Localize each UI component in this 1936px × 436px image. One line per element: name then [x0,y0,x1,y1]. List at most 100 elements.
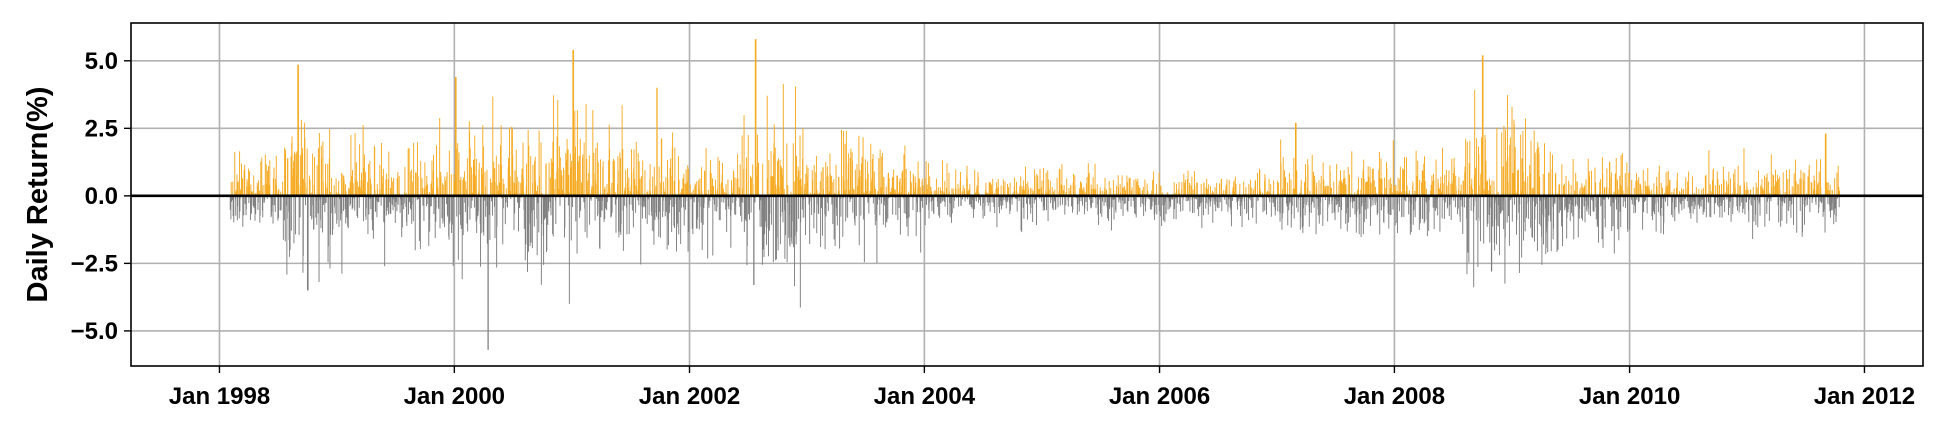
return-bar [905,168,907,196]
return-bar [896,175,898,196]
return-bar [1636,195,1638,200]
return-bar [684,183,686,196]
return-bar [867,173,869,196]
return-bar [1523,195,1525,222]
return-bar [1757,195,1759,204]
y-tick-label: 5.0 [85,48,118,75]
return-bar [321,157,323,196]
return-bar [685,195,686,210]
return-bar [1584,195,1586,223]
return-bar [418,195,420,242]
return-bar [1348,195,1350,223]
return-bar [351,195,353,210]
return-bar [1508,195,1510,246]
return-bar [332,195,334,230]
return-bar [679,195,681,200]
return-bar [712,195,714,256]
return-bar [1694,195,1696,205]
return-bar [1536,195,1538,204]
return-bar [1009,195,1011,211]
return-bar [407,148,409,196]
return-bar [1486,195,1488,227]
return-bar [1613,195,1615,254]
return-bar [1351,151,1353,196]
return-bar [1788,169,1790,196]
return-bar [1092,195,1094,203]
return-bar [645,195,647,219]
return-bar [1090,184,1092,196]
return-bar [1829,195,1831,212]
return-bar [1475,195,1477,221]
return-bar [1642,195,1644,212]
return-bar [634,179,636,196]
return-bar [1389,195,1391,215]
return-bar [1471,189,1473,196]
return-bar [1179,192,1181,196]
return-bar [669,195,671,206]
return-bar [294,151,296,196]
return-bar [1037,175,1039,196]
return-bar [1806,195,1808,205]
return-bar [800,195,802,223]
return-bar [1071,195,1073,207]
return-bar [1127,195,1129,212]
return-bar [970,195,972,207]
return-bar [941,190,943,196]
return-bar [1528,195,1530,202]
return-bar [1577,195,1579,206]
return-bar [549,195,551,202]
return-bar [782,195,784,223]
return-bar [1336,164,1338,196]
return-bar [477,195,479,212]
return-bar [1165,195,1166,200]
return-bar [827,195,829,211]
return-bar [1626,186,1628,196]
return-bar [1020,195,1022,231]
return-bar [435,145,437,196]
return-bar [257,195,259,210]
return-bar [1237,195,1239,201]
return-bar [682,178,684,196]
return-bar [238,195,240,219]
return-bar [428,195,430,219]
return-bar [568,192,570,196]
return-bar [1149,195,1151,210]
return-bar [600,195,602,217]
return-bar [433,195,435,199]
return-bar [1425,188,1427,196]
return-bar [1104,177,1106,196]
return-bar [1573,195,1575,240]
return-bar [948,172,950,196]
return-bar [513,182,515,196]
return-bar [1606,168,1608,196]
return-bar [1050,195,1052,201]
return-bar [953,195,955,201]
return-bar [1437,195,1439,216]
return-bar [1162,192,1164,196]
return-bar [280,195,282,211]
return-bar [1044,195,1045,211]
return-bar [1764,175,1766,196]
return-bar [1511,195,1513,222]
return-bar [1766,195,1768,214]
return-bar [428,195,430,247]
return-bar [1346,195,1348,232]
return-bar [233,195,235,223]
return-bar [520,182,522,196]
return-bar [467,195,469,232]
return-bar [1568,195,1570,205]
return-bar [953,195,955,209]
return-bar [1090,195,1092,209]
return-bar [454,180,455,196]
return-bar [1821,195,1822,204]
return-bar [1729,178,1731,196]
return-bar [741,188,743,196]
return-bar [261,157,263,196]
return-bar [1708,150,1710,196]
return-bar [859,170,861,196]
return-bar [1108,195,1110,221]
return-bar [1603,195,1605,200]
return-bar [1025,166,1027,196]
return-bar [1525,182,1527,196]
return-bar [588,173,590,196]
